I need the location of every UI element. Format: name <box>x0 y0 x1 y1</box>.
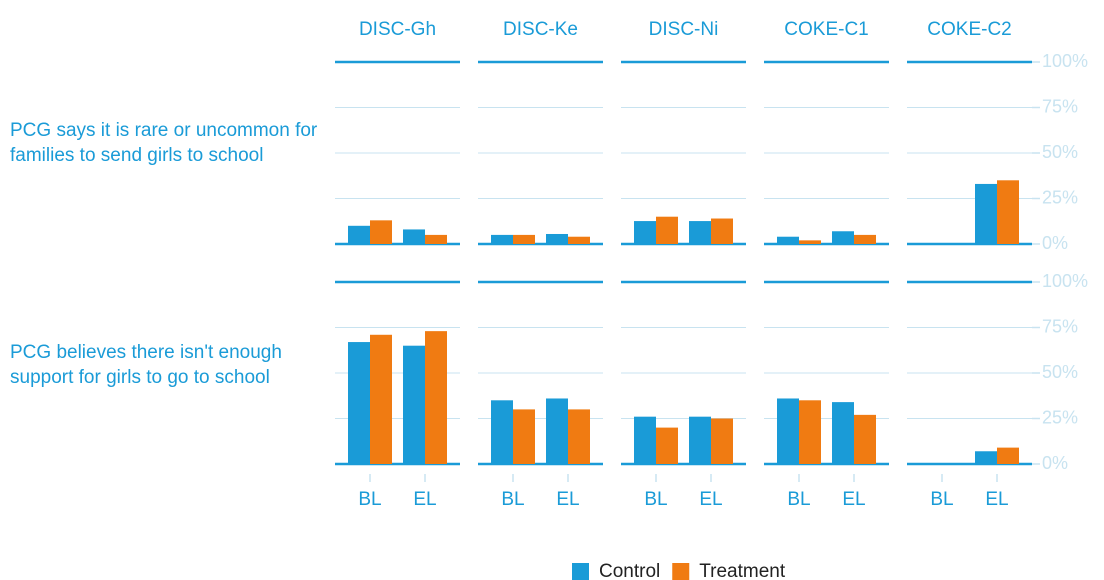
bar <box>854 234 876 244</box>
x-tick-label: BL <box>501 489 524 510</box>
x-tick-label: EL <box>985 489 1008 510</box>
y-tick-label: 75% <box>1042 316 1078 336</box>
x-tick-label: BL <box>787 489 810 510</box>
bar <box>546 233 568 244</box>
y-tick-label: 50% <box>1042 142 1078 162</box>
bar <box>491 400 513 464</box>
bar <box>711 218 733 244</box>
bar <box>491 234 513 244</box>
y-tick-label: 75% <box>1042 96 1078 116</box>
bar <box>656 216 678 244</box>
bar <box>425 234 447 244</box>
x-tick-label: EL <box>413 489 436 510</box>
bar <box>854 414 876 464</box>
column-label: COKE-C1 <box>784 19 868 40</box>
bar <box>997 447 1019 464</box>
legend-label: Control <box>599 561 660 580</box>
y-tick-label: 100% <box>1042 271 1088 291</box>
x-tick-label: EL <box>699 489 722 510</box>
y-tick-label: 50% <box>1042 362 1078 382</box>
y-tick-label: 25% <box>1042 407 1078 427</box>
column-label: DISC-Ni <box>649 19 719 40</box>
x-tick-label: EL <box>556 489 579 510</box>
bar <box>513 409 535 464</box>
y-tick-label: 0% <box>1042 233 1068 253</box>
bar <box>568 236 590 244</box>
bar <box>832 231 854 244</box>
bar <box>689 221 711 244</box>
x-tick-label: EL <box>842 489 865 510</box>
column-label: DISC-Gh <box>359 19 436 40</box>
bar <box>513 234 535 244</box>
x-tick-label: BL <box>644 489 667 510</box>
bar <box>348 225 370 244</box>
bar <box>634 221 656 244</box>
bar <box>975 451 997 464</box>
bar <box>348 342 370 464</box>
x-tick-label: BL <box>358 489 381 510</box>
y-tick-label: 25% <box>1042 187 1078 207</box>
bar <box>799 400 821 464</box>
bar <box>403 345 425 464</box>
bar <box>777 398 799 464</box>
bar <box>370 220 392 244</box>
bar <box>370 334 392 464</box>
legend-swatch <box>572 563 589 580</box>
row-label: PCG believes there isn't enough support … <box>10 342 282 388</box>
y-tick-label: 100% <box>1042 51 1088 71</box>
y-tick-label: 0% <box>1042 453 1068 473</box>
x-tick-label: BL <box>930 489 953 510</box>
bar <box>832 402 854 464</box>
bar <box>425 331 447 464</box>
legend-swatch <box>672 563 690 580</box>
bar <box>777 236 799 244</box>
column-label: DISC-Ke <box>503 19 578 40</box>
row-label: PCG says it is rare or uncommon for fami… <box>10 120 318 166</box>
bar <box>711 418 733 464</box>
bar <box>546 398 568 464</box>
legend-label: Treatment <box>699 561 786 580</box>
bar <box>634 416 656 464</box>
bar <box>403 229 425 244</box>
bar <box>568 409 590 464</box>
bar <box>656 427 678 464</box>
bar <box>997 180 1019 244</box>
bar <box>975 183 997 244</box>
bar <box>689 416 711 464</box>
column-label: COKE-C2 <box>927 19 1011 40</box>
bar <box>799 240 821 244</box>
